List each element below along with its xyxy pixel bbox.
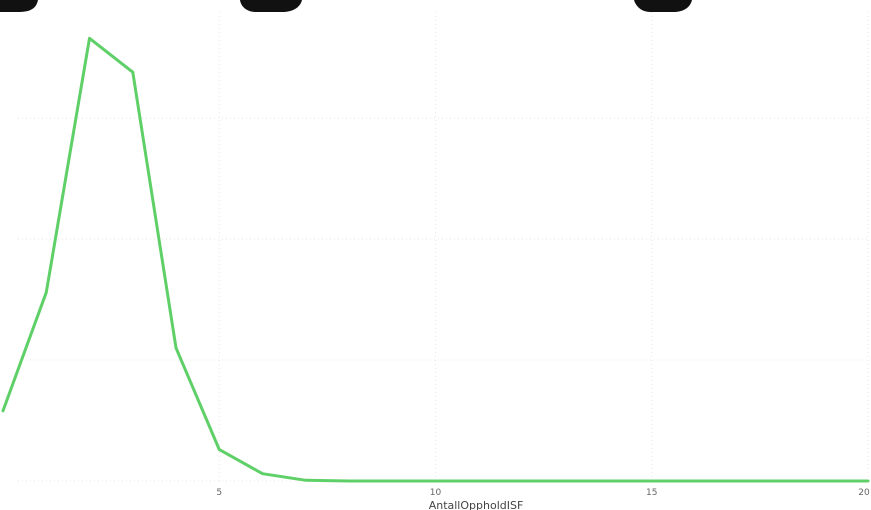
x-axis-title: AntallOppholdISF <box>429 499 524 510</box>
series-layer <box>1 36 870 483</box>
x-tick-label: 5 <box>216 488 222 498</box>
x-tick-label: 20 <box>858 488 870 498</box>
grid <box>18 12 869 482</box>
series-line <box>1 36 870 483</box>
x-tick-label: 15 <box>646 488 657 498</box>
x-axis-ticks: 5 10 15 20 <box>216 488 870 498</box>
x-tick-label: 10 <box>430 488 442 498</box>
cropped-top-elements <box>0 0 692 12</box>
